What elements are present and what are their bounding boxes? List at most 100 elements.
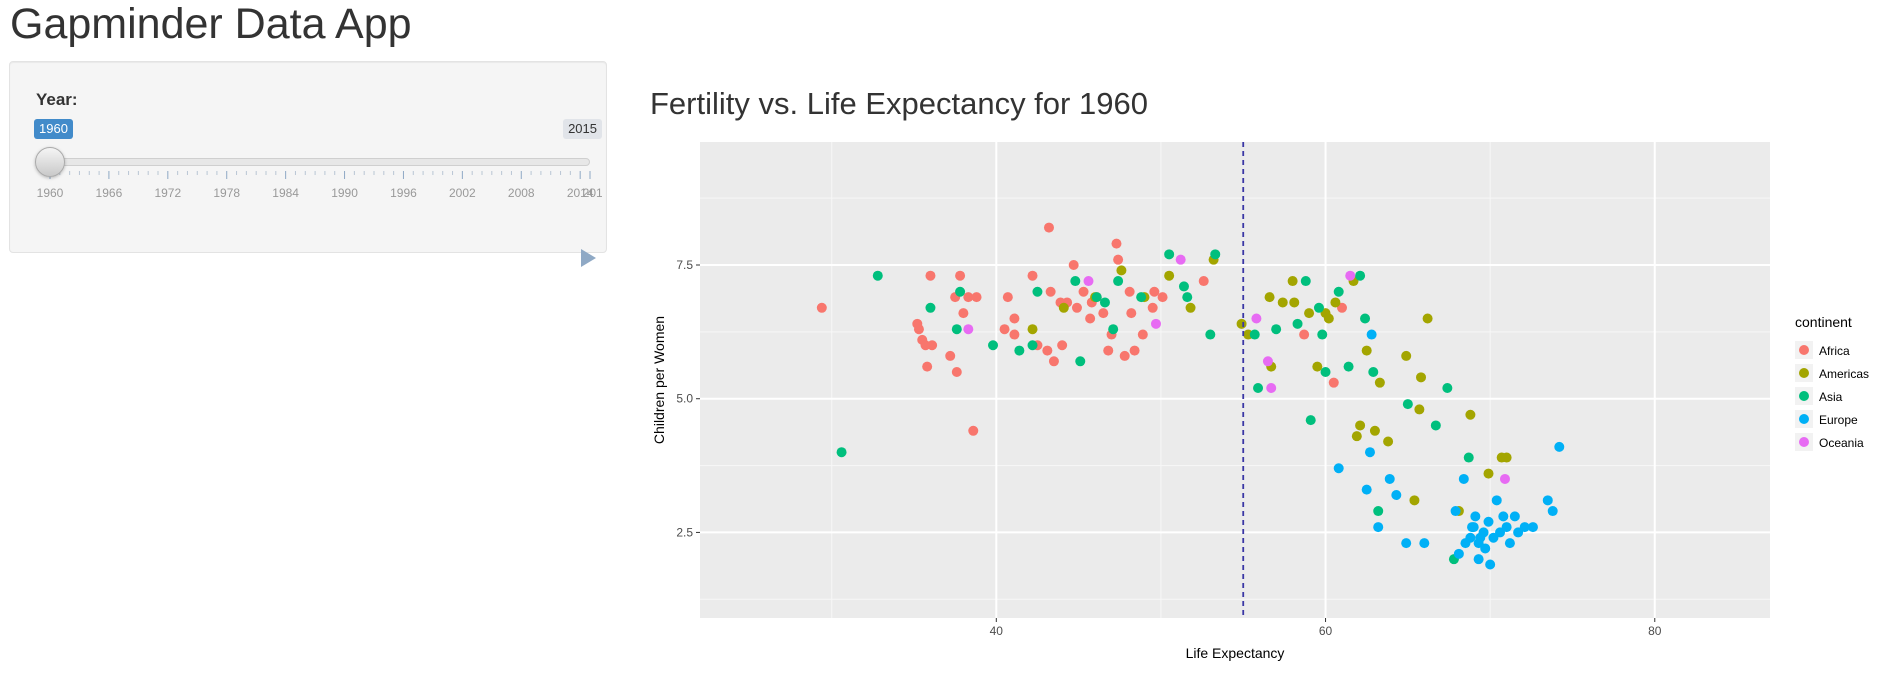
data-point-africa	[958, 308, 969, 319]
data-point-asia	[988, 340, 999, 351]
sidebar-panel: Year: 1960 2015 1960 1966 1972 1978 1984 1990…	[9, 61, 607, 267]
data-point-oceania	[1083, 276, 1094, 287]
data-point-asia	[1249, 329, 1260, 340]
data-point-europe	[1542, 495, 1553, 506]
data-point-africa	[1043, 222, 1054, 233]
legend-swatch	[1799, 345, 1809, 355]
data-point-africa	[955, 270, 966, 281]
legend-swatch	[1799, 437, 1809, 447]
data-point-asia	[1253, 383, 1264, 394]
data-point-africa	[1042, 345, 1053, 356]
data-point-oceania	[1345, 270, 1356, 281]
data-point-africa	[927, 340, 938, 351]
data-point-oceania	[1251, 313, 1262, 324]
y-axis-label: Children per Women	[651, 316, 667, 444]
legend-title: continent	[1795, 314, 1852, 330]
data-point-americas	[1264, 292, 1275, 303]
data-point-africa	[1078, 286, 1089, 297]
y-tick-label: 7.5	[676, 258, 693, 272]
play-icon[interactable]	[581, 249, 596, 267]
data-point-europe	[1478, 527, 1489, 538]
data-point-asia	[1442, 383, 1453, 394]
data-point-americas	[1236, 318, 1247, 329]
data-point-americas	[1027, 324, 1038, 335]
data-point-asia	[1373, 506, 1384, 517]
legend-swatch	[1799, 391, 1809, 401]
data-point-asia	[951, 324, 962, 335]
data-point-asia	[1205, 329, 1216, 340]
legend-swatch	[1799, 414, 1809, 424]
data-point-africa	[945, 350, 956, 361]
data-point-europe	[1470, 511, 1481, 522]
data-point-africa	[925, 270, 936, 281]
data-point-africa	[1071, 302, 1082, 313]
data-point-asia	[1355, 270, 1366, 281]
year-slider[interactable]: 1960 2015 1960 1966 1972 1978 1984 1990 1996 20…	[34, 116, 602, 267]
data-point-oceania	[1150, 318, 1161, 329]
data-point-africa	[968, 425, 979, 436]
slider-tick-label: 1990	[331, 186, 358, 200]
plot-panel	[700, 142, 1770, 618]
data-point-africa	[1002, 292, 1013, 303]
data-point-europe	[1473, 554, 1484, 565]
data-point-europe	[1468, 522, 1479, 533]
data-point-africa	[1048, 356, 1059, 367]
data-point-asia	[1343, 361, 1354, 372]
data-point-europe	[1465, 532, 1476, 543]
data-point-europe	[1401, 538, 1412, 549]
data-point-europe	[1480, 543, 1491, 554]
slider-tick-label: 1996	[390, 186, 417, 200]
scatter-chart: Fertility vs. Life Expectancy for 1960 40…	[650, 86, 1869, 661]
data-point-europe	[1458, 473, 1469, 484]
slider-tick-label: 1960	[37, 186, 64, 200]
x-tick-label: 60	[1319, 624, 1333, 638]
data-point-africa	[1328, 377, 1339, 388]
data-point-americas	[1422, 313, 1433, 324]
slider-tick-label: 1984	[272, 186, 299, 200]
data-point-europe	[1509, 511, 1520, 522]
slider-grid: 1960 1966 1972 1978 1984 1990 1996 2002 2008 2014…	[37, 171, 602, 200]
slider-handle[interactable]	[35, 147, 65, 177]
data-point-africa	[1085, 313, 1096, 324]
data-point-africa	[1149, 286, 1160, 297]
data-point-asia	[1032, 286, 1043, 297]
data-point-americas	[1277, 297, 1288, 308]
data-point-europe	[1450, 506, 1461, 517]
data-point-asia	[1178, 281, 1189, 292]
data-point-asia	[1463, 452, 1474, 463]
data-point-europe	[1366, 329, 1377, 340]
data-point-americas	[1465, 409, 1476, 420]
data-point-africa	[951, 366, 962, 377]
data-point-africa	[1126, 308, 1137, 319]
x-tick-label: 80	[1648, 624, 1662, 638]
main-panel: Fertility vs. Life Expectancy for 1960 40…	[640, 70, 1882, 670]
data-point-asia	[1210, 249, 1221, 260]
data-point-europe	[1498, 511, 1509, 522]
data-point-africa	[1129, 345, 1140, 356]
data-point-africa	[1103, 345, 1114, 356]
data-point-africa	[971, 292, 982, 303]
data-point-africa	[1009, 329, 1020, 340]
data-point-africa	[1045, 286, 1056, 297]
data-point-americas	[1116, 265, 1127, 276]
data-point-americas	[1185, 302, 1196, 313]
data-point-africa	[1137, 329, 1148, 340]
data-point-asia	[925, 302, 936, 313]
data-point-americas	[1501, 452, 1512, 463]
data-point-europe	[1485, 559, 1496, 570]
slider-tick-label: 2015	[583, 186, 602, 200]
slider-tick-label: 1972	[154, 186, 181, 200]
data-point-europe	[1361, 484, 1372, 495]
data-point-africa	[1124, 286, 1135, 297]
data-point-americas	[1351, 431, 1362, 442]
data-point-africa	[1147, 302, 1158, 313]
data-point-americas	[1416, 372, 1427, 383]
data-point-europe	[1364, 447, 1375, 458]
slider-tick-label: 2014	[567, 186, 594, 200]
data-point-africa	[999, 324, 1010, 335]
data-point-africa	[1111, 238, 1122, 249]
y-tick-label: 5.0	[676, 392, 693, 406]
data-point-asia	[1164, 249, 1175, 260]
data-point-europe	[1391, 489, 1402, 500]
data-point-asia	[1099, 297, 1110, 308]
